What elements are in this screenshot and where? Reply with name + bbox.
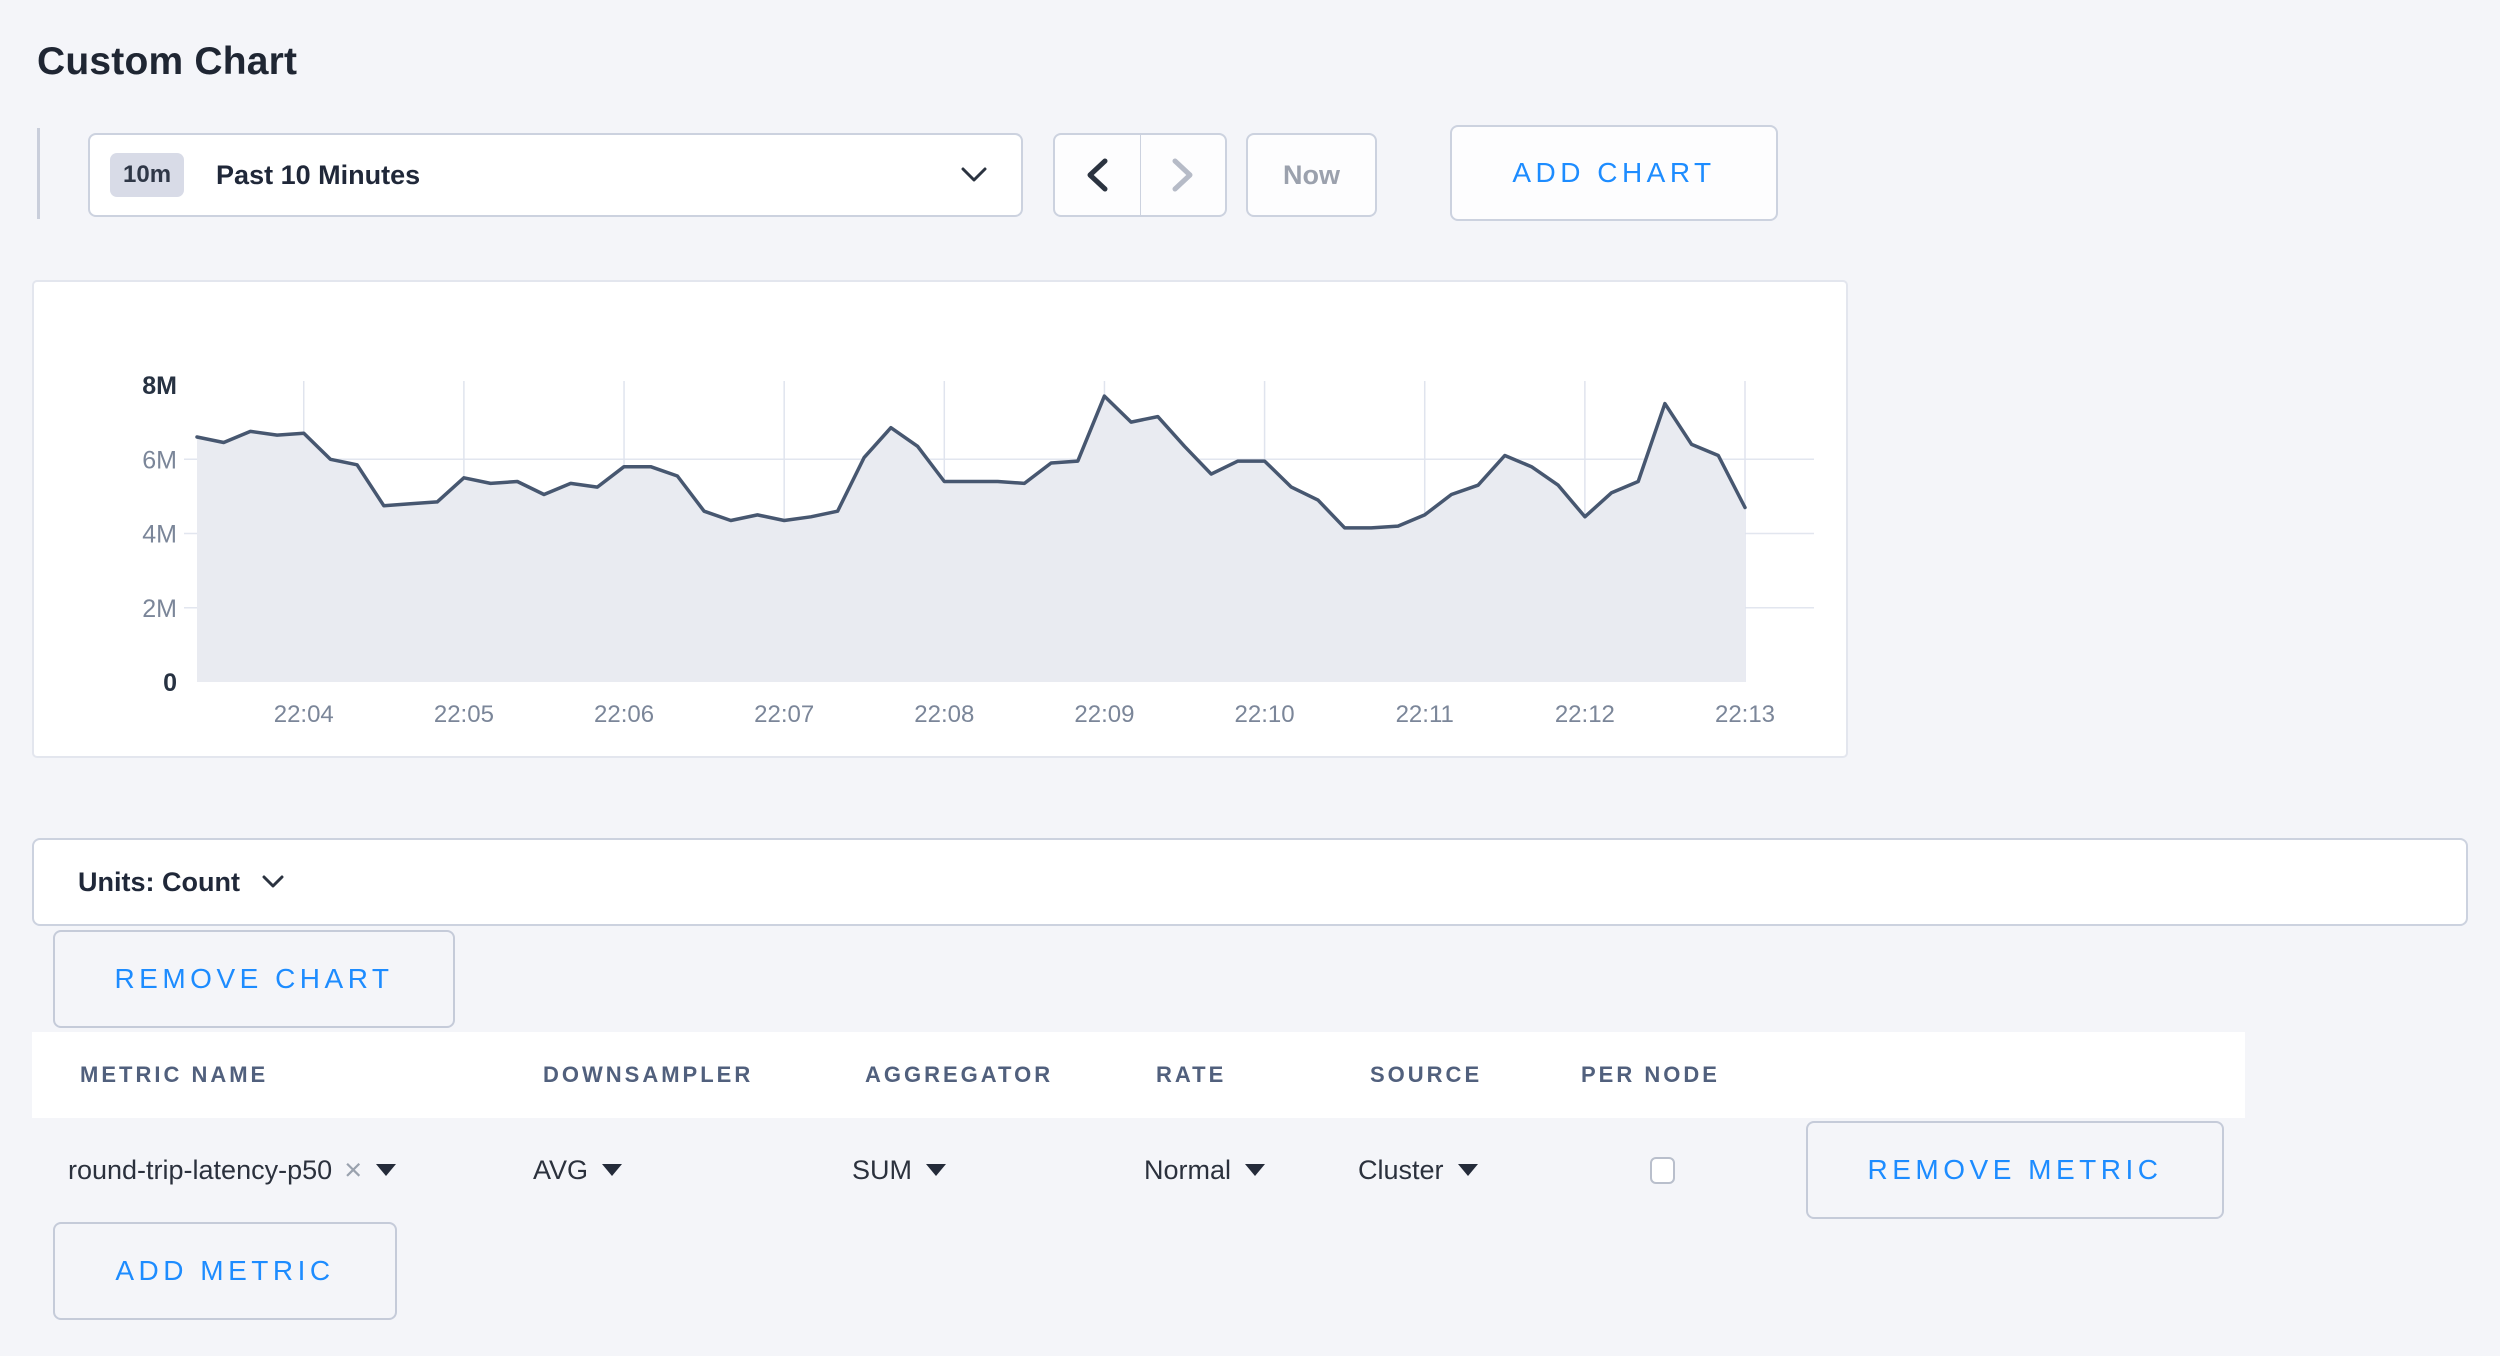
remove-chart-button[interactable]: REMOVE CHART [53, 930, 455, 1028]
column-header-aggregator: AGGREGATOR [865, 1062, 1054, 1087]
source-dropdown[interactable]: Cluster [1358, 1118, 1478, 1222]
column-header-downsampler: DOWNSAMPLER [543, 1062, 754, 1087]
x-tick-label: 22:11 [1396, 701, 1454, 728]
chart-card: 22:04 22:05 22:06 22:07 22:08 22:09 22:10 22:11… [32, 280, 1848, 758]
x-tick-label: 22:12 [1555, 701, 1615, 728]
time-pager [1053, 133, 1227, 217]
x-tick-label: 22:06 [594, 701, 654, 728]
metric-name-dropdown[interactable]: round-trip-latency-p50 × [68, 1118, 397, 1222]
rate-value: Normal [1144, 1154, 1232, 1185]
units-dropdown[interactable]: Units: Count [32, 838, 2468, 926]
x-tick-label: 22:09 [1074, 701, 1134, 728]
x-tick-label: 22:05 [434, 701, 494, 728]
x-tick-label: 22:08 [914, 701, 974, 728]
chevron-down-icon [961, 167, 987, 183]
source-value: Cluster [1358, 1154, 1444, 1185]
rate-dropdown[interactable]: Normal [1144, 1118, 1266, 1222]
add-metric-button[interactable]: ADD METRIC [53, 1222, 397, 1320]
page-title: Custom Chart [37, 40, 298, 83]
downsampler-dropdown[interactable]: AVG [533, 1118, 623, 1222]
per-node-checkbox[interactable] [1650, 1157, 1675, 1184]
now-button[interactable]: Now [1246, 133, 1377, 217]
time-series-chart: 22:04 22:05 22:06 22:07 22:08 22:09 22:10 22:11… [34, 282, 1846, 761]
x-tick-label: 22:10 [1235, 701, 1295, 728]
metric-name-value: round-trip-latency-p50 [68, 1154, 333, 1185]
column-header-rate: RATE [1156, 1062, 1227, 1087]
column-header-metric-name: METRIC NAME [80, 1062, 269, 1087]
column-header-per-node: PER NODE [1581, 1062, 1720, 1087]
metric-row: round-trip-latency-p50 × AVG SUM Normal … [0, 1118, 2500, 1222]
time-range-dropdown[interactable]: 10m Past 10 Minutes [88, 133, 1023, 217]
toolbar-accent-bar [37, 128, 40, 219]
chart-svg: 22:04 22:05 22:06 22:07 22:08 22:09 22:10 22:11… [142, 372, 1814, 728]
y-tick-label: 4M [142, 521, 177, 549]
caret-down-icon [602, 1164, 623, 1176]
series-area [197, 396, 1745, 682]
x-tick-label: 22:13 [1715, 701, 1775, 728]
x-tick-label: 22:07 [754, 701, 814, 728]
aggregator-value: SUM [852, 1154, 912, 1185]
x-tick-label: 22:04 [274, 701, 334, 728]
series-line [195, 394, 1747, 530]
y-tick-label: 8M [142, 372, 177, 400]
caret-down-icon [376, 1164, 397, 1176]
chevron-left-icon [1086, 158, 1108, 192]
metrics-table-header: METRIC NAME DOWNSAMPLER AGGREGATOR RATE … [32, 1032, 2245, 1118]
aggregator-dropdown[interactable]: SUM [852, 1118, 946, 1222]
clear-metric-icon[interactable]: × [344, 1152, 363, 1187]
time-range-badge: 10m [110, 153, 185, 197]
remove-metric-button[interactable]: REMOVE METRIC [1806, 1121, 2224, 1219]
y-tick-label: 0 [163, 669, 177, 697]
units-dropdown-label: Units: Count [78, 866, 240, 897]
time-range-label: Past 10 Minutes [216, 159, 421, 190]
column-header-source: SOURCE [1370, 1062, 1483, 1087]
chevron-right-icon [1172, 158, 1194, 192]
y-tick-label: 6M [142, 446, 177, 474]
add-chart-button[interactable]: ADD CHART [1450, 125, 1778, 221]
caret-down-icon [1457, 1164, 1478, 1176]
next-time-button[interactable] [1141, 135, 1226, 215]
prev-time-button[interactable] [1055, 135, 1141, 215]
caret-down-icon [926, 1164, 946, 1176]
chevron-down-icon [262, 875, 284, 889]
caret-down-icon [1245, 1164, 1266, 1176]
downsampler-value: AVG [533, 1154, 589, 1185]
y-tick-label: 2M [142, 595, 177, 623]
